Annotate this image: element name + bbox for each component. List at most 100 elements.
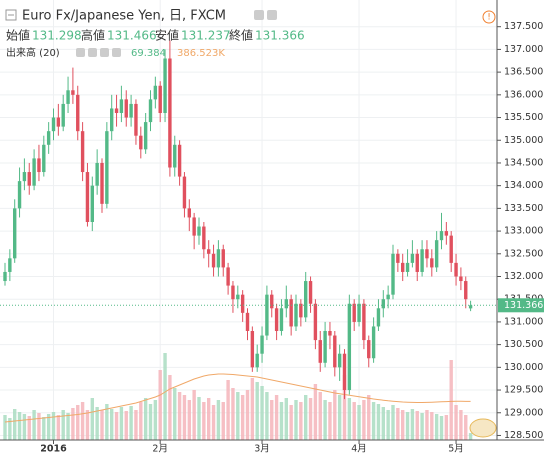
volume-bar bbox=[110, 409, 114, 440]
volume-bar bbox=[352, 402, 356, 440]
volume-bar bbox=[168, 375, 172, 440]
y-tick-label: 130.500 bbox=[504, 339, 543, 350]
volume-bar bbox=[236, 392, 240, 440]
volume-bar bbox=[396, 408, 400, 440]
candle-body bbox=[425, 249, 429, 259]
x-tick-label: 2月 bbox=[152, 444, 168, 455]
candle-body bbox=[211, 253, 216, 268]
volume-bar bbox=[342, 375, 347, 440]
volume-bar bbox=[434, 414, 439, 440]
last-price-label: 131.366 bbox=[504, 300, 543, 311]
candle-body bbox=[124, 99, 128, 118]
events-icon[interactable] bbox=[469, 418, 497, 438]
settings-icon[interactable] bbox=[88, 48, 97, 57]
last-price-box bbox=[498, 298, 544, 313]
volume-bar bbox=[386, 410, 390, 440]
candle-body bbox=[279, 308, 284, 331]
candle-body bbox=[17, 181, 22, 209]
volume-bar bbox=[308, 398, 313, 440]
y-tick-label: 136.500 bbox=[504, 67, 543, 78]
volume-bar bbox=[294, 400, 298, 440]
y-tick-label: 135.500 bbox=[504, 112, 543, 123]
settings-icon[interactable] bbox=[112, 48, 121, 57]
y-tick-label: 129.500 bbox=[504, 385, 543, 396]
volume-bar bbox=[328, 402, 332, 440]
y-tick-label: 134.500 bbox=[504, 157, 543, 168]
candle-body bbox=[192, 217, 196, 236]
candle-body bbox=[197, 226, 201, 236]
candle-body bbox=[37, 158, 41, 173]
alert-icon[interactable] bbox=[482, 10, 496, 24]
y-tick-label: 128.500 bbox=[504, 430, 543, 441]
x-tick-label: 2016 bbox=[40, 444, 67, 455]
candle-body bbox=[177, 144, 182, 177]
candle-body bbox=[226, 267, 230, 286]
candle-body bbox=[444, 231, 449, 236]
candle-body bbox=[454, 262, 458, 277]
volume-bar bbox=[333, 390, 337, 440]
candle-body bbox=[129, 103, 133, 118]
volume-bar bbox=[367, 395, 371, 440]
volume-bar bbox=[323, 400, 327, 440]
candle-body bbox=[139, 135, 143, 150]
candle-body bbox=[110, 108, 114, 132]
settings-icon[interactable] bbox=[254, 10, 264, 20]
volume-bar bbox=[464, 415, 468, 440]
x-tick-label: 4月 bbox=[351, 444, 367, 455]
high-label: 高値 bbox=[81, 28, 105, 43]
candle-body bbox=[3, 271, 7, 282]
volume-bar bbox=[71, 408, 75, 440]
candle-body bbox=[250, 331, 255, 368]
settings-icon[interactable] bbox=[100, 48, 109, 57]
volume-label: 出来高 (20) bbox=[6, 46, 60, 59]
candle-body bbox=[22, 172, 27, 182]
candle-body bbox=[430, 258, 434, 268]
volume-bar bbox=[260, 386, 264, 440]
candle-body bbox=[221, 249, 225, 268]
low-label: 安値 bbox=[155, 28, 179, 43]
candle-body bbox=[173, 144, 177, 168]
volume-bar bbox=[173, 388, 177, 440]
candle-body bbox=[449, 235, 453, 263]
volume-bar bbox=[279, 402, 284, 440]
candle-body bbox=[299, 303, 303, 318]
volume-value: 69.384 bbox=[131, 48, 166, 59]
settings-icon[interactable] bbox=[267, 10, 277, 20]
x-tick-label: 3月 bbox=[254, 444, 270, 455]
candle-body bbox=[328, 331, 332, 336]
volume-bar bbox=[66, 413, 70, 440]
volume-bar bbox=[197, 397, 201, 440]
candle-body bbox=[51, 117, 56, 132]
volume-bar bbox=[85, 410, 90, 440]
candle-body bbox=[255, 353, 259, 368]
candle-body bbox=[347, 303, 352, 391]
volume-bar bbox=[415, 411, 419, 440]
volume-bar bbox=[405, 412, 410, 440]
candle-body bbox=[163, 58, 167, 113]
candle-body bbox=[207, 249, 211, 254]
y-tick-label: 129.000 bbox=[504, 407, 543, 418]
volume-bar bbox=[401, 410, 405, 440]
candle-body bbox=[13, 208, 17, 259]
volume-bar bbox=[240, 395, 245, 440]
candle-body bbox=[434, 240, 439, 268]
volume-bar bbox=[158, 370, 162, 440]
candle-body bbox=[105, 131, 109, 204]
candle-body bbox=[376, 308, 381, 327]
volume-bar bbox=[8, 418, 12, 440]
candle-body bbox=[71, 90, 75, 95]
volume-bar bbox=[454, 405, 458, 440]
candle-body bbox=[410, 253, 415, 263]
candle-body bbox=[95, 162, 99, 186]
settings-icon[interactable] bbox=[76, 48, 85, 57]
volume-bar bbox=[289, 405, 293, 440]
candle-body bbox=[134, 103, 138, 136]
candle-body bbox=[90, 185, 94, 222]
collapse-icon[interactable] bbox=[5, 9, 17, 21]
volume-bar bbox=[245, 390, 250, 440]
close-label: 終値 bbox=[229, 28, 253, 43]
candle-body bbox=[143, 122, 148, 150]
candle-body bbox=[289, 299, 293, 327]
candle-body bbox=[357, 303, 361, 322]
